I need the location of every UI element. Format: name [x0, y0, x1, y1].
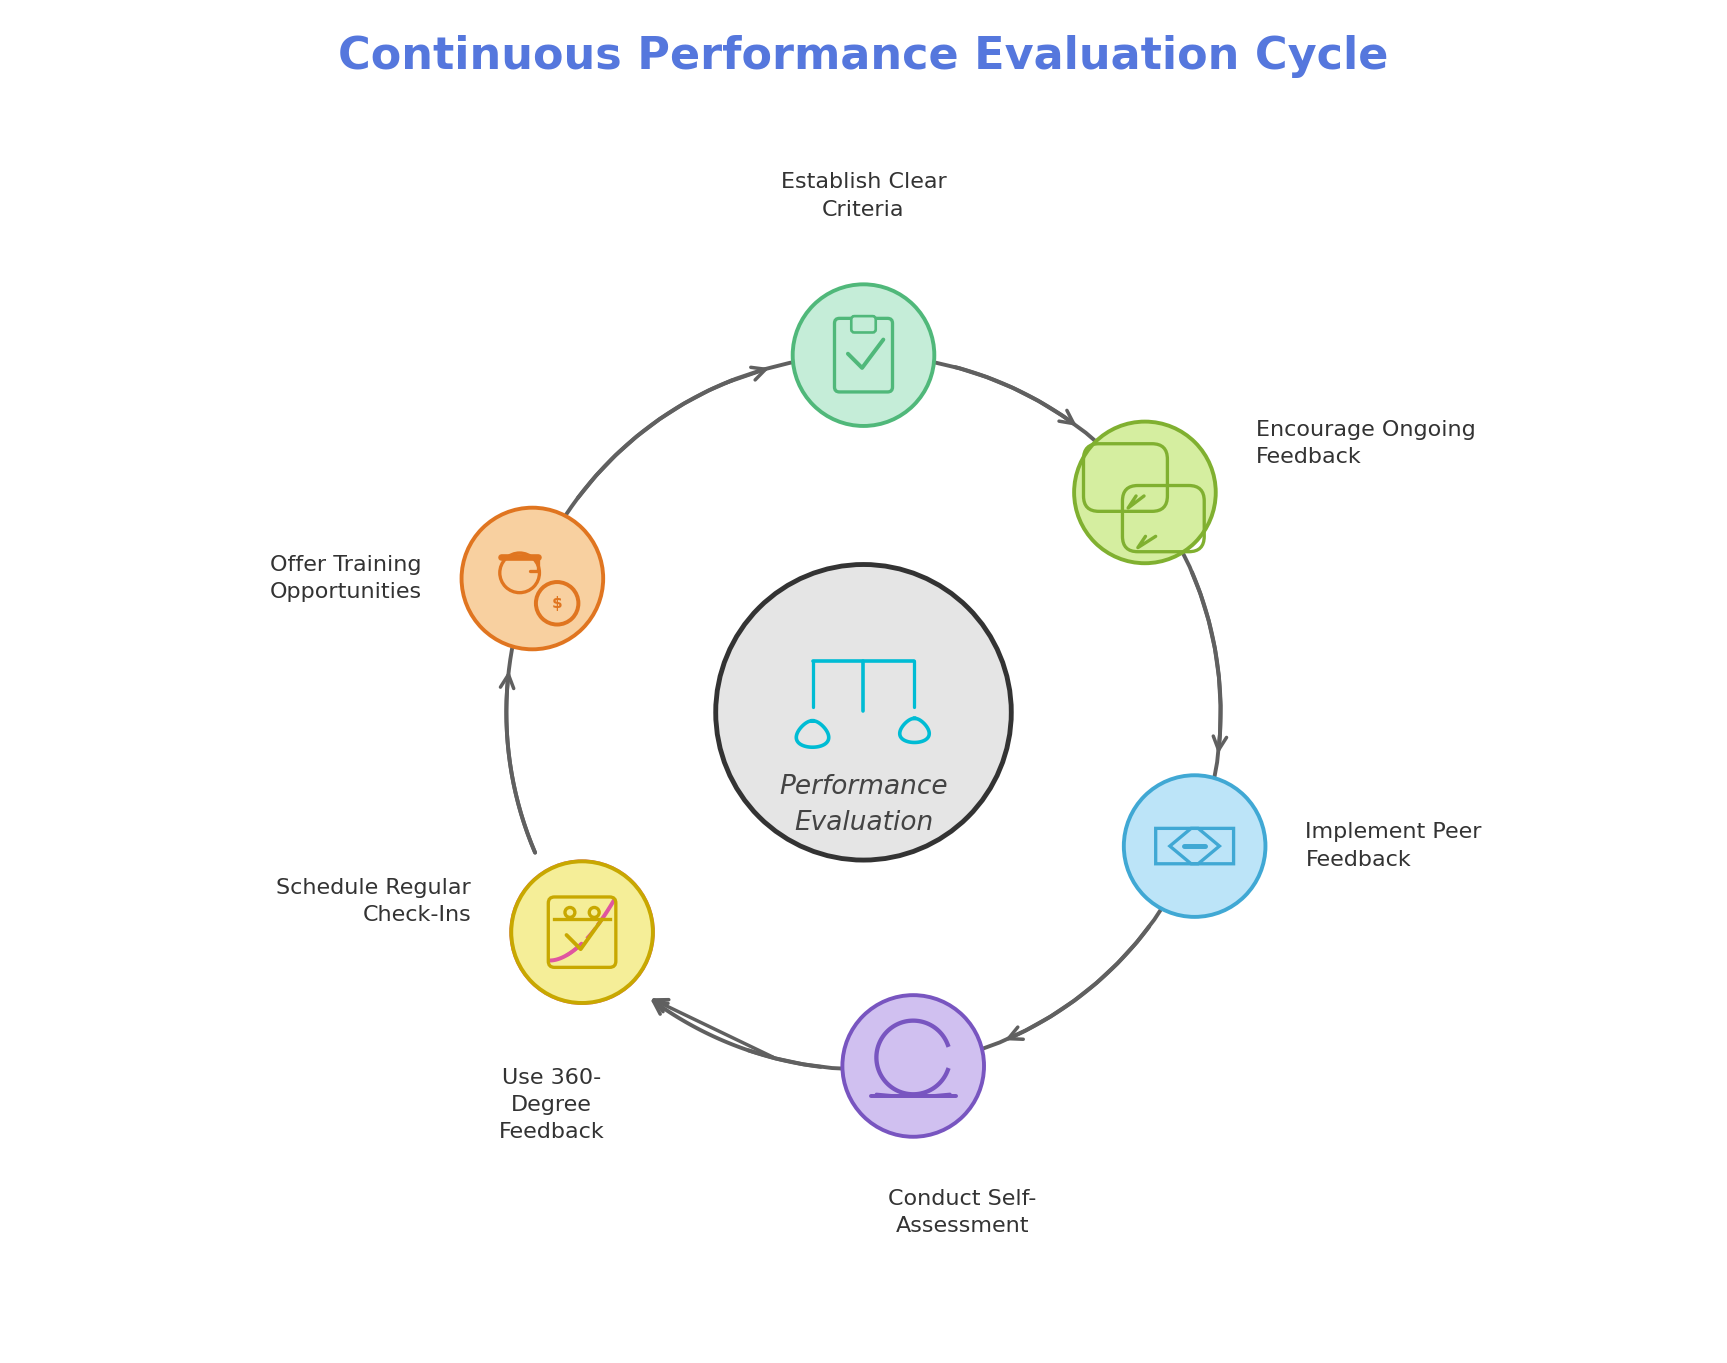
Text: Use 360-
Degree
Feedback: Use 360- Degree Feedback — [499, 1067, 604, 1142]
Text: Establish Clear
Criteria: Establish Clear Criteria — [781, 173, 946, 219]
FancyBboxPatch shape — [851, 316, 876, 333]
Circle shape — [511, 861, 653, 1003]
Circle shape — [511, 861, 653, 1003]
Circle shape — [843, 995, 984, 1137]
Text: Conduct Self-
Assessment: Conduct Self- Assessment — [888, 1189, 1036, 1236]
Text: Offer Training
Opportunities: Offer Training Opportunities — [269, 555, 421, 602]
Text: Encourage Ongoing
Feedback: Encourage Ongoing Feedback — [1256, 420, 1475, 466]
Circle shape — [715, 564, 1012, 860]
Text: Performance
Evaluation: Performance Evaluation — [779, 774, 948, 836]
Text: Continuous Performance Evaluation Cycle: Continuous Performance Evaluation Cycle — [338, 35, 1389, 78]
Circle shape — [461, 507, 603, 649]
Text: Implement Peer
Feedback: Implement Peer Feedback — [1306, 822, 1482, 870]
Circle shape — [793, 285, 934, 427]
Circle shape — [1124, 776, 1266, 917]
Circle shape — [1074, 421, 1216, 563]
Text: $: $ — [553, 596, 563, 611]
Text: Schedule Regular
Check-Ins: Schedule Regular Check-Ins — [276, 878, 471, 925]
